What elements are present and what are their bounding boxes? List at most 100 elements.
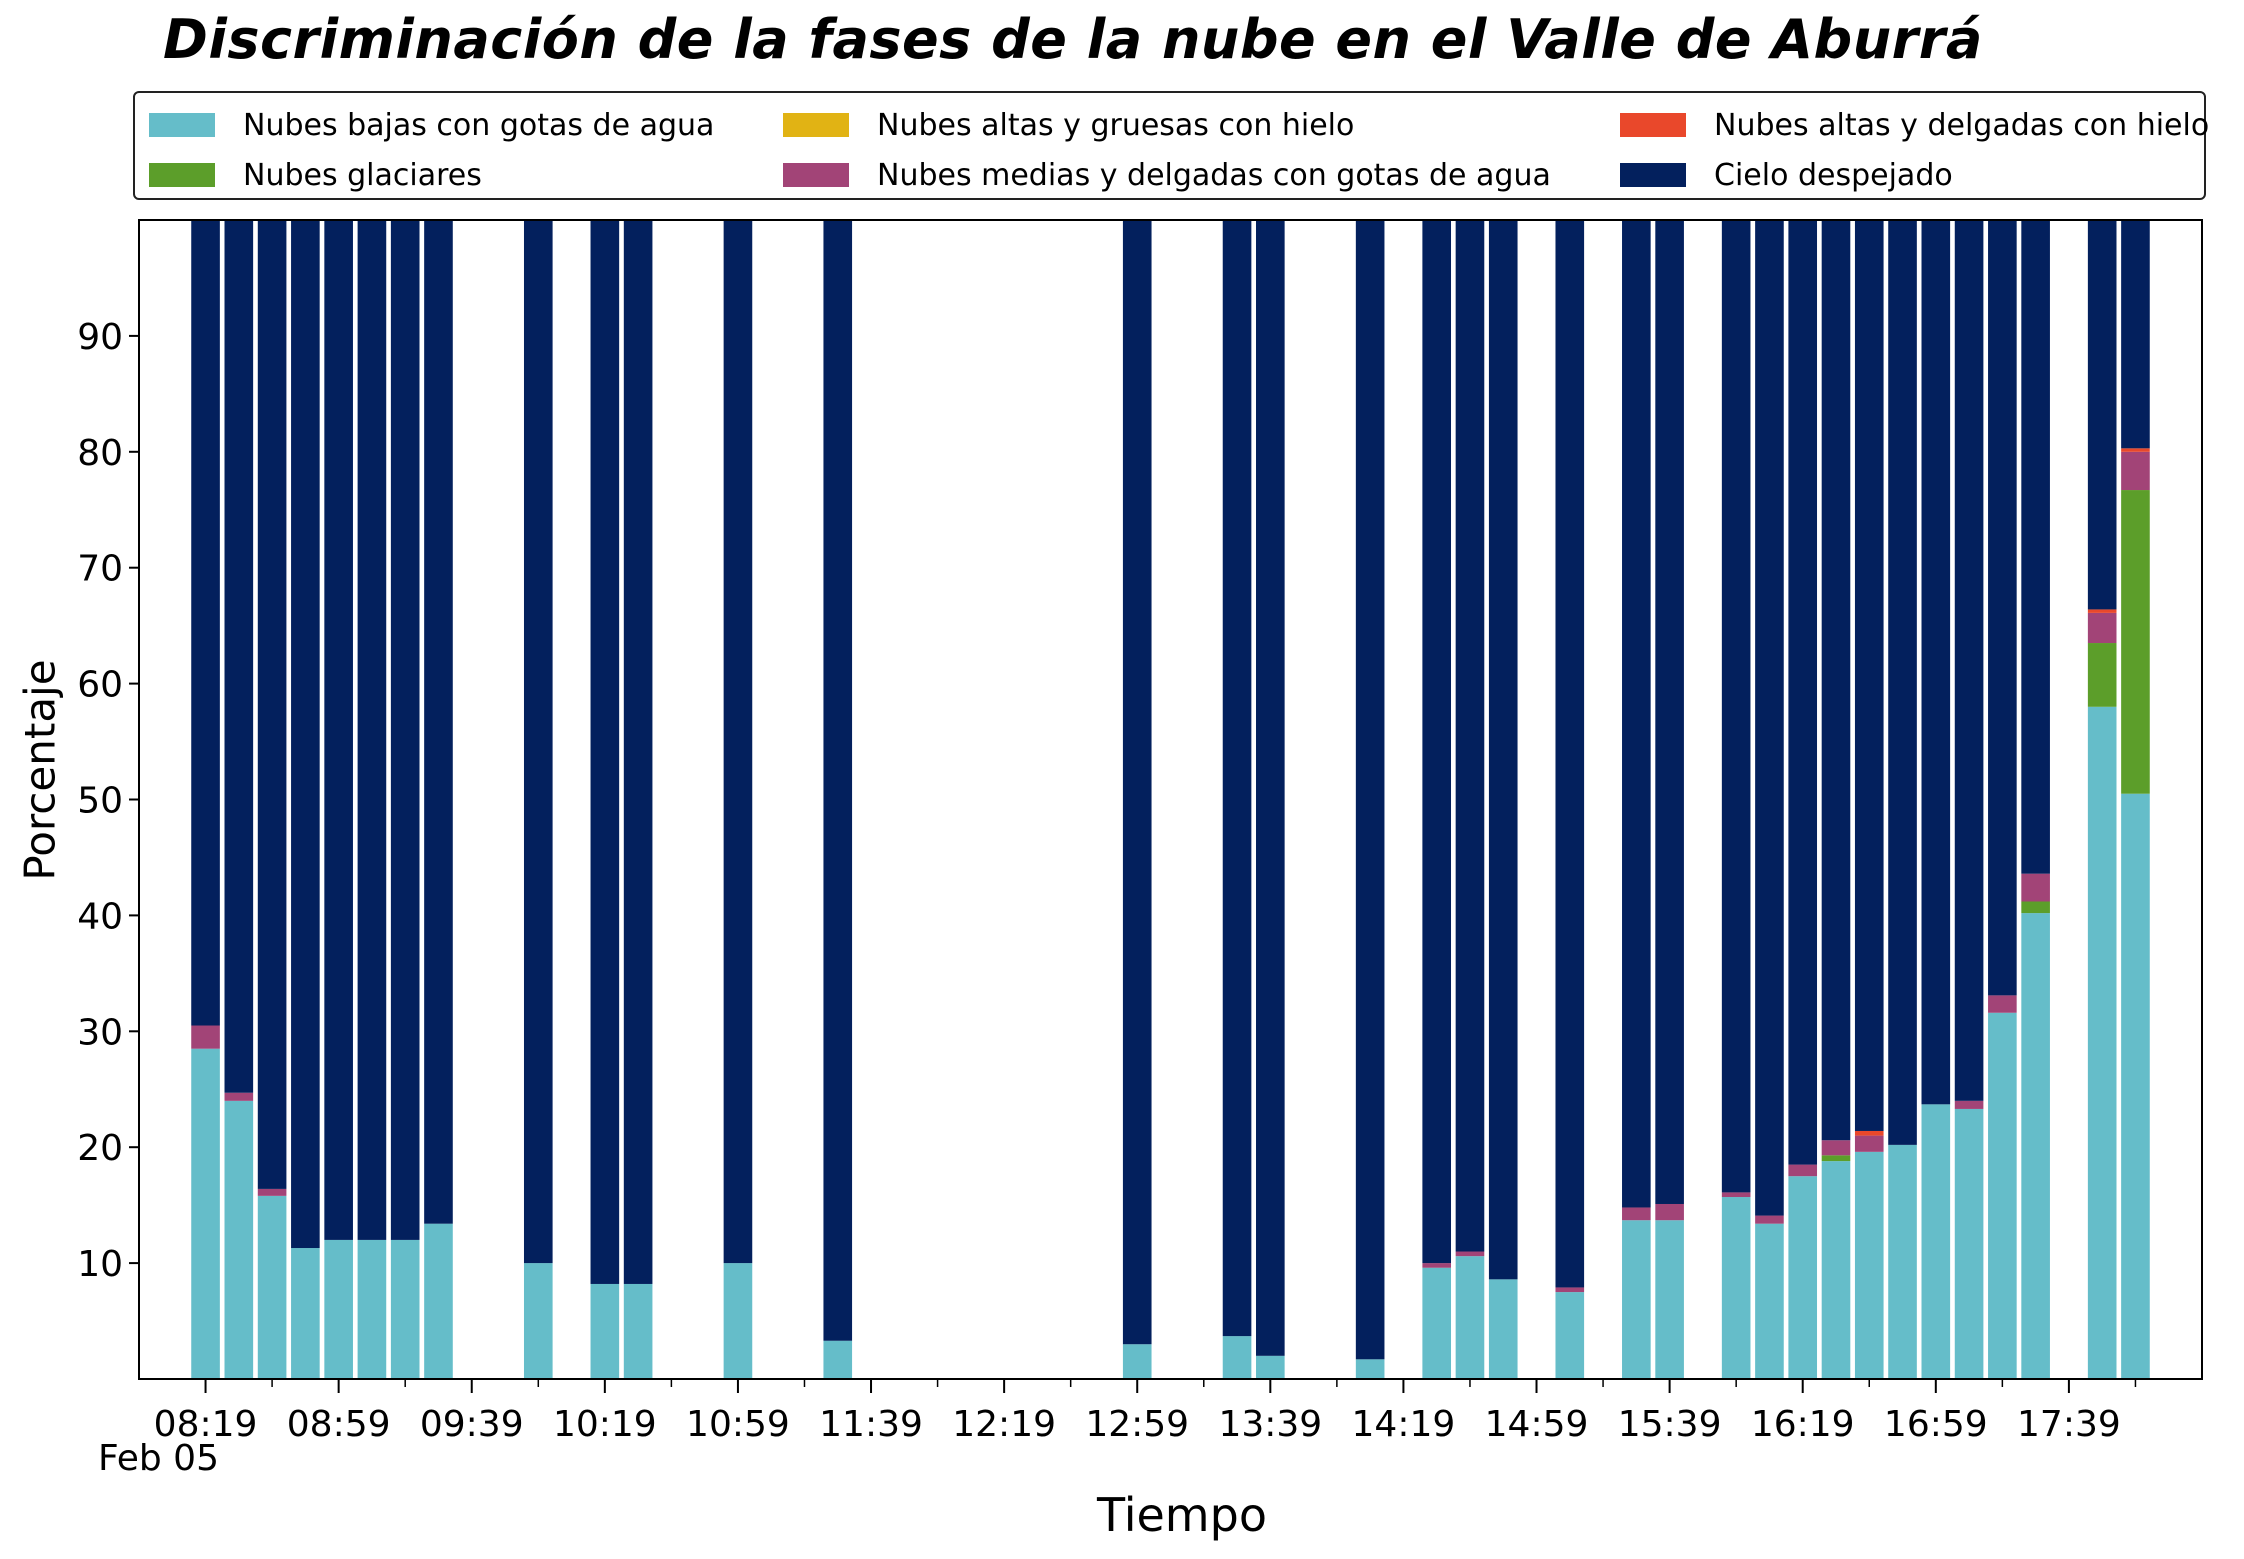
bar-segment-despejado-26 (1821, 220, 1851, 1141)
bar-segment-despejado-29 (1921, 220, 1951, 1105)
x-tick-label-10:19: 10:19 (553, 1404, 657, 1445)
x-date-label: Feb 05 (98, 1438, 219, 1479)
bar-segment-despejado-14 (1222, 220, 1252, 1337)
bar-segment-despejado-19 (1488, 220, 1518, 1280)
bar-segment-despejado-25 (1788, 220, 1818, 1165)
bar-segment-bajas-2 (257, 1195, 287, 1379)
x-tick-label-17:39: 17:39 (2017, 1404, 2121, 1445)
legend-label-altas_delgadas: Nubes altas y delgadas con hielo (1714, 107, 2210, 143)
bar-segment-medias_delgadas-22 (1655, 1203, 1684, 1221)
y-tick-label-60: 60 (77, 665, 123, 706)
bar-segment-despejado-6 (390, 220, 420, 1240)
bar-segment-bajas-1 (224, 1100, 254, 1379)
bar-segment-medias_delgadas-1 (224, 1092, 254, 1101)
bar-segment-despejado-11 (723, 220, 753, 1264)
bar-segment-bajas-12 (823, 1340, 853, 1379)
bar-segment-bajas-25 (1788, 1176, 1818, 1379)
bar-segment-bajas-7 (424, 1223, 453, 1379)
chart-title: Discriminación de la fases de la nube en… (163, 8, 1983, 71)
bar-segment-despejado-31 (1988, 220, 2017, 996)
bar-segment-despejado-18 (1455, 220, 1485, 1252)
bar-segment-bajas-4 (324, 1239, 353, 1379)
x-tick-label-08:19: 08:19 (154, 1404, 258, 1445)
bar-segment-medias_delgadas-27 (1854, 1135, 1884, 1152)
bar-segment-altas_delgadas-34 (2121, 448, 2150, 452)
bar-segment-bajas-26 (1821, 1161, 1851, 1379)
legend-item-bajas: Nubes bajas con gotas de agua (149, 105, 714, 145)
bar-segment-bajas-18 (1455, 1256, 1485, 1379)
bar-segment-medias_delgadas-31 (1988, 995, 2017, 1013)
bar-segment-bajas-31 (1988, 1012, 2017, 1379)
bar-segment-despejado-0 (191, 220, 220, 1026)
x-tick-label-14:59: 14:59 (1485, 1404, 1589, 1445)
x-tick-label-14:19: 14:19 (1352, 1404, 1456, 1445)
bar-segment-bajas-15 (1256, 1355, 1285, 1379)
bar-segment-despejado-1 (224, 220, 254, 1093)
x-tick-label-16:19: 16:19 (1751, 1404, 1855, 1445)
bar-segment-bajas-20 (1555, 1292, 1585, 1379)
y-tick-label-50: 50 (77, 781, 123, 822)
legend-swatch-altas_delgadas (1620, 113, 1686, 137)
bar-segment-bajas-27 (1854, 1151, 1884, 1379)
legend-label-glaciares: Nubes glaciares (243, 157, 482, 193)
legend-item-glaciares: Nubes glaciares (149, 155, 482, 195)
bar-segment-medias_delgadas-17 (1422, 1263, 1452, 1268)
bar-segment-bajas-11 (723, 1263, 753, 1379)
bar-segment-medias_delgadas-21 (1622, 1207, 1651, 1221)
bar-segment-bajas-22 (1655, 1220, 1684, 1379)
legend-item-altas_gruesas: Nubes altas y gruesas con hielo (783, 105, 1354, 145)
x-tick-label-16:59: 16:59 (1884, 1404, 1988, 1445)
bar-segment-despejado-10 (623, 220, 653, 1284)
legend-swatch-medias_delgadas (783, 163, 849, 187)
legend-item-medias_delgadas: Nubes medias y delgadas con gotas de agu… (783, 155, 1551, 195)
bar-segment-despejado-16 (1355, 220, 1385, 1360)
x-tick-label-12:19: 12:19 (952, 1404, 1056, 1445)
y-tick-label-40: 40 (77, 896, 123, 937)
legend: Nubes bajas con gotas de agua Nubes glaci… (133, 91, 2209, 200)
bar-segment-bajas-23 (1721, 1197, 1751, 1379)
bar-segment-despejado-23 (1721, 220, 1751, 1193)
bar-segment-glaciares-26 (1821, 1155, 1851, 1162)
bar-segment-glaciares-33 (2087, 643, 2117, 707)
legend-swatch-bajas (149, 113, 215, 137)
legend-swatch-glaciares (149, 163, 215, 187)
x-tick-label-15:39: 15:39 (1618, 1404, 1722, 1445)
bar-segment-medias_delgadas-23 (1721, 1192, 1751, 1198)
bar-segment-bajas-30 (1954, 1108, 1984, 1379)
bar-segment-despejado-4 (324, 220, 353, 1240)
bar-segment-medias_delgadas-25 (1788, 1164, 1818, 1177)
y-tick-label-90: 90 (77, 317, 123, 358)
x-tick-label-08:59: 08:59 (287, 1404, 391, 1445)
legend-label-medias_delgadas: Nubes medias y delgadas con gotas de agu… (877, 157, 1551, 193)
x-tick-label-12:59: 12:59 (1085, 1404, 1189, 1445)
bar-segment-bajas-32 (2021, 913, 2050, 1379)
legend-swatch-despejado (1620, 163, 1686, 187)
bar-segment-despejado-12 (823, 220, 853, 1341)
bar-segment-bajas-28 (1888, 1144, 1917, 1379)
bar-segment-medias_delgadas-24 (1755, 1215, 1784, 1224)
bar-segment-bajas-24 (1755, 1223, 1784, 1379)
bar-segment-bajas-19 (1488, 1279, 1518, 1379)
bar-segment-despejado-3 (291, 220, 320, 1249)
bar-segment-despejado-20 (1555, 220, 1585, 1288)
bar-segment-despejado-33 (2087, 220, 2117, 610)
bar-segment-medias_delgadas-2 (257, 1188, 287, 1196)
bar-segment-bajas-3 (291, 1248, 320, 1379)
x-tick-label-10:59: 10:59 (686, 1404, 790, 1445)
legend-item-altas_delgadas: Nubes altas y delgadas con hielo (1620, 105, 2209, 145)
bar-segment-medias_delgadas-32 (2021, 873, 2050, 902)
bar-segment-despejado-9 (590, 220, 620, 1284)
legend-label-despejado: Cielo despejado (1714, 157, 1953, 193)
bar-segment-bajas-5 (357, 1239, 387, 1379)
bar-segment-medias_delgadas-30 (1954, 1100, 1984, 1109)
y-tick-label-80: 80 (77, 433, 123, 474)
y-tick-label-30: 30 (77, 1012, 123, 1053)
bars-group (191, 220, 2150, 1379)
legend-swatch-altas_gruesas (783, 113, 849, 137)
bar-segment-bajas-6 (390, 1239, 420, 1379)
y-tick-label-20: 20 (77, 1128, 123, 1169)
bar-segment-despejado-8 (523, 220, 553, 1264)
bar-segment-despejado-30 (1954, 220, 1984, 1101)
bar-segment-bajas-0 (191, 1048, 220, 1379)
bar-segment-medias_delgadas-33 (2087, 612, 2117, 644)
